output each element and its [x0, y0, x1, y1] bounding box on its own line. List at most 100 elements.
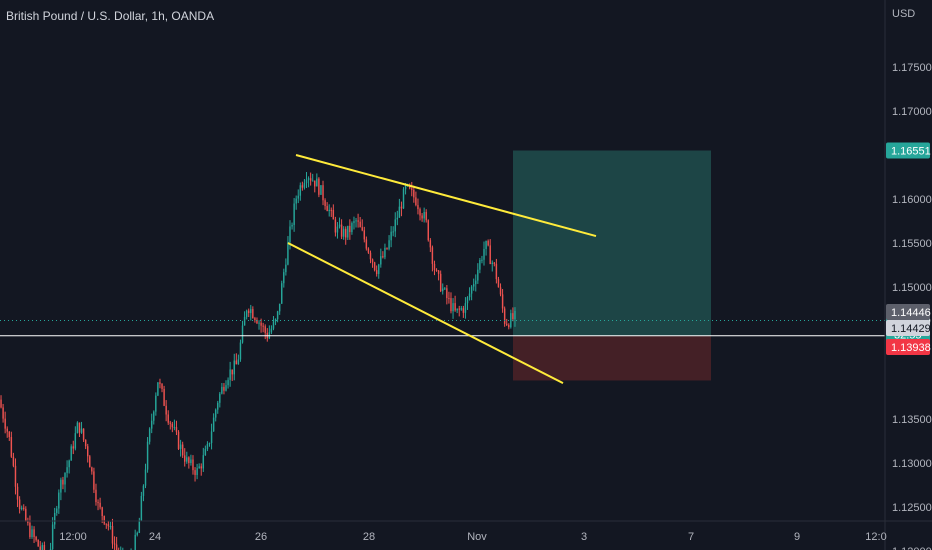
candle-body	[210, 431, 213, 443]
candle-body	[188, 457, 190, 463]
price-badge	[886, 304, 930, 320]
candle-body	[361, 227, 363, 231]
candle-body	[351, 223, 353, 233]
candle-body	[423, 212, 425, 219]
candle-body	[41, 545, 44, 550]
candle-body	[514, 310, 516, 320]
candle-body	[56, 508, 58, 513]
trendline[interactable]	[287, 242, 564, 384]
candle-body	[400, 206, 403, 209]
candle-body	[89, 456, 91, 468]
y-tick-label: 1.17000	[892, 106, 932, 118]
candle-body	[237, 359, 240, 365]
candle-body	[318, 178, 320, 195]
candle-body	[270, 328, 273, 333]
candle-body	[324, 200, 326, 207]
candle-body	[66, 467, 68, 473]
candle-body	[179, 444, 182, 449]
x-tick-label: 26	[255, 531, 267, 543]
candle-body	[435, 269, 438, 271]
candle-body	[497, 279, 500, 288]
candle-body	[355, 220, 357, 222]
candle-body	[173, 427, 176, 429]
candle-body	[150, 420, 153, 429]
candle-body	[107, 524, 110, 527]
candle-body	[148, 428, 151, 442]
candle-body	[278, 303, 281, 312]
candle-body	[68, 460, 70, 468]
candle-body	[233, 360, 235, 375]
candle-body	[194, 470, 196, 475]
candle-body	[103, 516, 105, 524]
candle-body	[466, 297, 469, 304]
candle-body	[198, 466, 200, 469]
candle-body	[413, 189, 415, 198]
candle-body	[330, 209, 332, 211]
candle-body	[328, 209, 330, 212]
candle-body	[386, 247, 388, 249]
trendlines[interactable]	[0, 154, 885, 384]
candle-body	[14, 465, 17, 487]
candle-body	[378, 264, 380, 274]
candle-body	[411, 188, 413, 190]
candle-body	[326, 206, 328, 212]
candle-body	[287, 242, 289, 265]
candle-body	[394, 219, 396, 232]
candle-body	[479, 260, 481, 270]
candle-body	[159, 382, 161, 384]
candle-body	[458, 308, 460, 310]
profit-zone[interactable]	[513, 150, 711, 336]
y-tick-label: 1.13000	[892, 458, 932, 470]
candle-body	[448, 298, 450, 300]
candle-body	[433, 263, 436, 270]
candle-body	[169, 422, 172, 424]
candle-body	[86, 446, 89, 457]
candle-body	[105, 523, 108, 525]
candle-body	[503, 308, 506, 324]
candle-body	[477, 269, 479, 281]
y-tick-label: 1.15500	[892, 238, 932, 250]
candle-body	[111, 526, 114, 544]
candle-body	[115, 544, 118, 550]
candle-body	[181, 444, 184, 456]
candle-body	[301, 185, 304, 188]
candle-body	[452, 303, 454, 312]
candle-body	[35, 536, 37, 540]
candle-body	[470, 286, 473, 294]
candle-body	[146, 441, 149, 470]
candle-body	[161, 383, 163, 389]
candle-body	[512, 313, 514, 320]
x-tick-label: Nov	[467, 531, 487, 543]
candle-body	[439, 273, 442, 292]
candle-body	[0, 399, 2, 408]
trendline[interactable]	[295, 154, 597, 238]
candle-body	[342, 228, 345, 237]
candle-body	[431, 247, 434, 264]
candle-body	[495, 263, 498, 280]
symbol-title: British Pound / U.S. Dollar, 1h, OANDA	[6, 9, 215, 23]
candle-body	[99, 502, 101, 508]
candle-body	[206, 443, 209, 450]
candle-body	[349, 225, 351, 233]
candle-body	[78, 422, 81, 433]
candle-body	[450, 298, 452, 312]
candle-body	[491, 262, 493, 265]
candle-body	[444, 288, 446, 290]
candle-body	[415, 197, 417, 206]
position-zones	[513, 150, 711, 381]
candle-body	[334, 219, 337, 233]
candle-body	[258, 322, 260, 324]
candle-body	[460, 308, 463, 310]
candle-body	[487, 240, 489, 246]
candle-body	[51, 524, 54, 549]
candle-body	[62, 479, 64, 485]
candle-body	[109, 526, 112, 528]
candle-body	[510, 313, 512, 328]
candle-body	[446, 288, 448, 299]
loss-zone[interactable]	[513, 335, 711, 381]
candle-body	[262, 325, 264, 327]
candle-body	[289, 226, 291, 243]
candle-body	[371, 259, 374, 263]
